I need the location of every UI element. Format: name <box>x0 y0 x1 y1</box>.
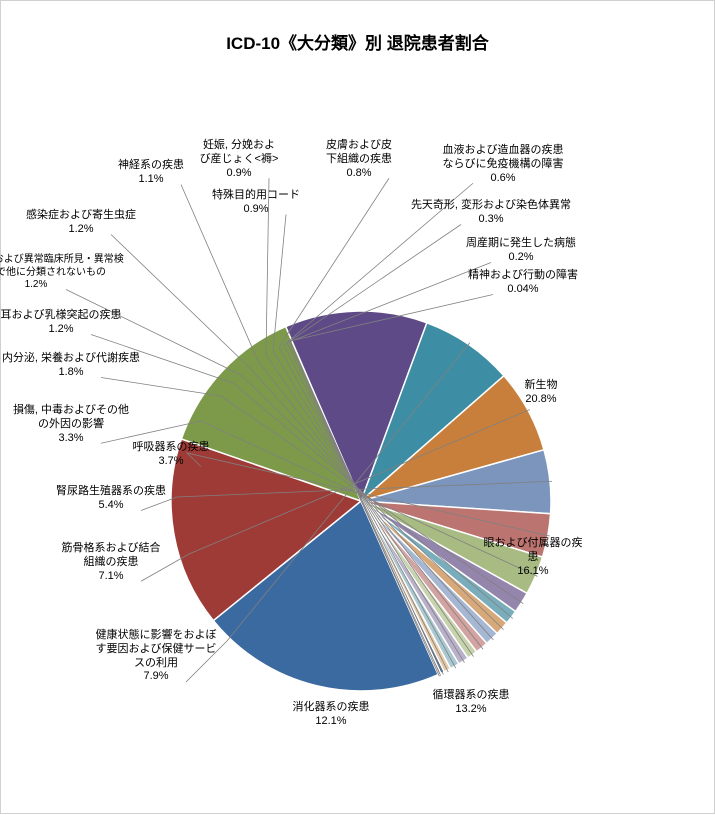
slice-label: 周産期に発生した病態 0.2% <box>421 237 621 265</box>
slice-label: 感染症および寄生虫症 1.2% <box>0 209 181 237</box>
slice-label: 健康状態に影響をおよぼ す要因および保健サービ スの利用 7.9% <box>56 629 256 684</box>
pie-chart-container: ICD-10《大分類》別 退院患者割合 新生物 20.8%眼および付属器の疾 患… <box>0 0 715 814</box>
slice-label: 眼および付属器の疾 患 16.1% <box>433 537 633 578</box>
slice-label: 新生物 20.8% <box>441 379 641 407</box>
slice-label: 損傷, 中毒およびその他 の外因の影響 3.3% <box>0 404 171 445</box>
slice-label: 消化器系の疾患 12.1% <box>231 701 431 729</box>
slice-label: 腎尿路生殖器系の疾患 5.4% <box>11 485 211 513</box>
slice-label: 内分泌, 栄養および代謝疾患 1.8% <box>0 352 171 380</box>
slice-label: 精神および行動の障害 0.04% <box>423 269 623 297</box>
slice-label: 耳および乳様突起の疾患 1.2% <box>0 309 161 337</box>
slice-label: 特殊目的用コード 0.9% <box>156 189 356 217</box>
slice-label: 先天奇形, 変形および染色体異常 0.3% <box>391 199 591 227</box>
slice-label: 症状, 徴候および異常臨床所見・異常検 査所見で他に分類されないもの 1.2% <box>0 254 136 292</box>
slice-label: 筋骨格系および結合 組織の疾患 7.1% <box>11 542 211 583</box>
slice-label: 血液および造血器の疾患 ならびに免疫機構の障害 0.6% <box>403 144 603 185</box>
